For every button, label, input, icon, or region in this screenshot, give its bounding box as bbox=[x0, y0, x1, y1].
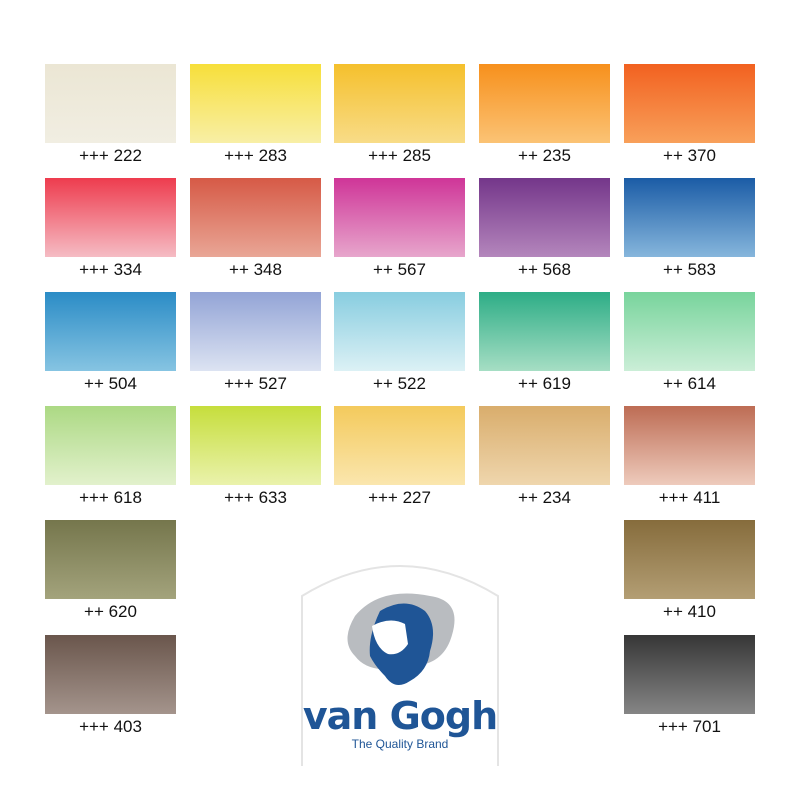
paint-sample bbox=[45, 64, 176, 143]
swatch-label: ++ 614 bbox=[663, 374, 716, 393]
color-swatch: ++ 568 bbox=[479, 178, 610, 279]
paint-sample bbox=[334, 292, 465, 371]
van-gogh-logo: van Gogh The Quality Brand bbox=[300, 556, 500, 766]
paint-sample bbox=[624, 406, 755, 485]
paint-sample bbox=[45, 520, 176, 599]
paint-sample bbox=[479, 178, 610, 257]
paint-sample bbox=[190, 178, 321, 257]
color-swatch: ++ 234 bbox=[479, 406, 610, 507]
color-swatch: ++ 619 bbox=[479, 292, 610, 393]
swatch-label: +++ 403 bbox=[79, 717, 142, 736]
color-swatch: ++ 235 bbox=[479, 64, 610, 165]
swatch-label: ++ 234 bbox=[518, 488, 571, 507]
paint-sample bbox=[624, 635, 755, 714]
color-swatch: +++ 403 bbox=[45, 635, 176, 736]
swatch-label: +++ 283 bbox=[224, 146, 287, 165]
color-swatch: +++ 227 bbox=[334, 406, 465, 507]
paint-sample bbox=[190, 64, 321, 143]
paint-sample bbox=[45, 406, 176, 485]
color-swatch: +++ 285 bbox=[334, 64, 465, 165]
paint-sample bbox=[190, 406, 321, 485]
color-swatch: +++ 527 bbox=[190, 292, 321, 393]
paint-sample bbox=[624, 292, 755, 371]
swatch-label: +++ 618 bbox=[79, 488, 142, 507]
color-swatch: ++ 583 bbox=[624, 178, 755, 279]
paint-sample bbox=[479, 406, 610, 485]
paint-sample bbox=[624, 64, 755, 143]
color-swatch: +++ 618 bbox=[45, 406, 176, 507]
swatch-label: ++ 348 bbox=[229, 260, 282, 279]
swatch-label: ++ 235 bbox=[518, 146, 571, 165]
color-swatch: ++ 614 bbox=[624, 292, 755, 393]
color-swatch: ++ 522 bbox=[334, 292, 465, 393]
swatch-label: +++ 633 bbox=[224, 488, 287, 507]
swatch-label: ++ 370 bbox=[663, 146, 716, 165]
brand-tagline: The Quality Brand bbox=[351, 737, 449, 751]
color-swatch: +++ 283 bbox=[190, 64, 321, 165]
swatch-label: ++ 410 bbox=[663, 602, 716, 621]
swatch-label: ++ 583 bbox=[663, 260, 716, 279]
color-swatch: +++ 334 bbox=[45, 178, 176, 279]
swatch-label: +++ 285 bbox=[368, 146, 431, 165]
swatch-label: ++ 620 bbox=[84, 602, 137, 621]
color-swatch: +++ 222 bbox=[45, 64, 176, 165]
color-swatch: ++ 504 bbox=[45, 292, 176, 393]
paint-sample bbox=[624, 520, 755, 599]
color-swatch: +++ 411 bbox=[624, 406, 755, 507]
paint-sample bbox=[334, 64, 465, 143]
paint-sample bbox=[334, 178, 465, 257]
paint-sample bbox=[190, 292, 321, 371]
logo-badge-icon bbox=[301, 565, 499, 766]
paint-sample bbox=[334, 406, 465, 485]
swatch-label: +++ 701 bbox=[658, 717, 721, 736]
color-swatch: +++ 701 bbox=[624, 635, 755, 736]
swatch-label: +++ 227 bbox=[368, 488, 431, 507]
swatch-label: ++ 619 bbox=[518, 374, 571, 393]
color-swatch: ++ 620 bbox=[45, 520, 176, 621]
paint-sample bbox=[479, 292, 610, 371]
swatch-label: +++ 334 bbox=[79, 260, 142, 279]
swatch-label: ++ 567 bbox=[373, 260, 426, 279]
brand-name: van Gogh bbox=[302, 694, 498, 738]
color-swatch: ++ 348 bbox=[190, 178, 321, 279]
paint-sample bbox=[45, 635, 176, 714]
paint-sample bbox=[45, 292, 176, 371]
paint-sample bbox=[624, 178, 755, 257]
color-swatch: ++ 567 bbox=[334, 178, 465, 279]
swatch-label: ++ 504 bbox=[84, 374, 137, 393]
swatch-label: +++ 527 bbox=[224, 374, 287, 393]
swatch-label: ++ 568 bbox=[518, 260, 571, 279]
swatch-label: +++ 222 bbox=[79, 146, 142, 165]
paint-sample bbox=[479, 64, 610, 143]
swatch-label: +++ 411 bbox=[658, 488, 721, 507]
swatch-label: ++ 522 bbox=[373, 374, 426, 393]
color-swatch: +++ 633 bbox=[190, 406, 321, 507]
paint-sample bbox=[45, 178, 176, 257]
color-swatch: ++ 370 bbox=[624, 64, 755, 165]
color-swatch: ++ 410 bbox=[624, 520, 755, 621]
